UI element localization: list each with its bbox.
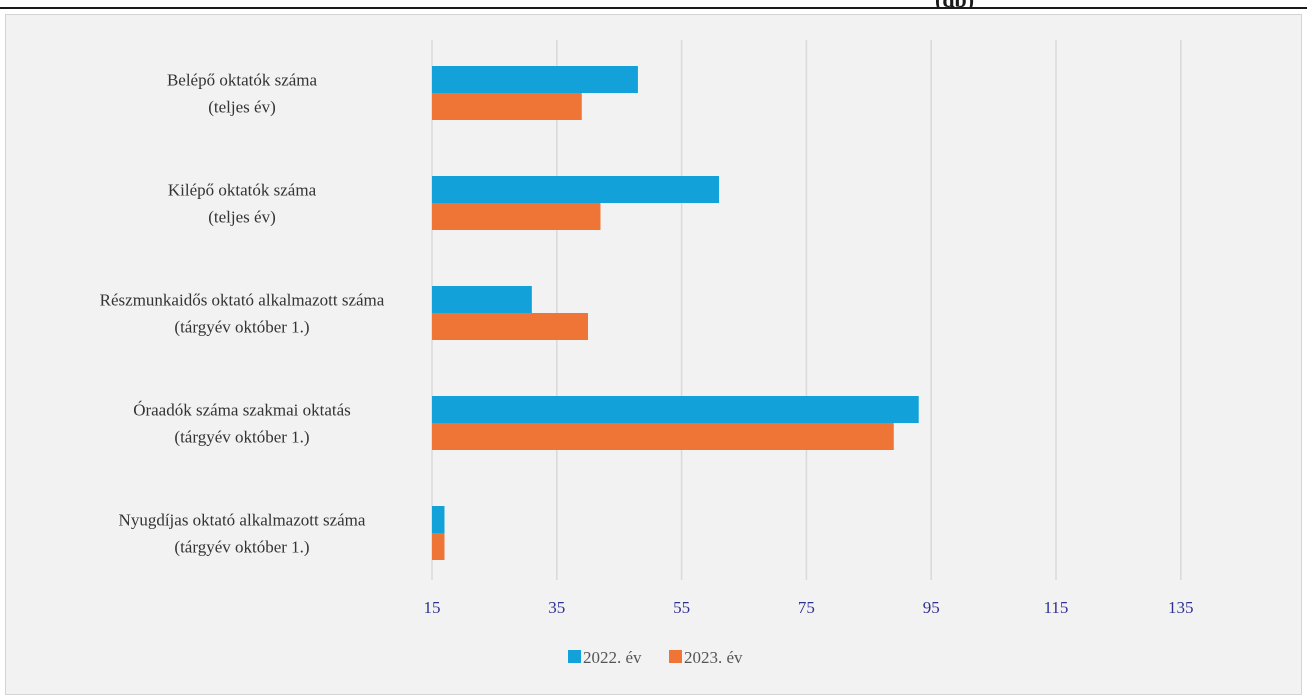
category-label: Kilépő oktatók száma xyxy=(168,181,317,200)
clipped-header-text: (db) xyxy=(935,0,995,7)
bar xyxy=(432,506,445,533)
x-tick-label: 55 xyxy=(673,598,690,617)
legend-swatch xyxy=(669,650,682,663)
bar xyxy=(432,203,601,230)
category-label: Belépő oktatók száma xyxy=(167,71,318,90)
bar xyxy=(432,176,720,203)
bars xyxy=(432,66,919,560)
x-tick-label: 35 xyxy=(548,598,565,617)
x-tick-label: 95 xyxy=(923,598,940,617)
chart-frame: Belépő oktatók száma (teljes év) Kilépő ok… xyxy=(5,14,1302,695)
category-label: (tárgyév október 1.) xyxy=(174,428,309,447)
category-label: (tárgyév október 1.) xyxy=(174,538,309,557)
legend-label: 2023. év xyxy=(684,648,743,667)
category-label: (teljes év) xyxy=(208,208,276,227)
x-tick-label: 15 xyxy=(424,598,441,617)
legend-label: 2022. év xyxy=(583,648,642,667)
x-tick-label: 135 xyxy=(1168,598,1194,617)
category-label: Nyugdíjas oktató alkalmazott száma xyxy=(119,511,366,530)
legend: 2022. év 2023. év xyxy=(568,648,743,667)
bar xyxy=(432,533,445,560)
bar xyxy=(432,286,532,313)
bar xyxy=(432,93,582,120)
category-labels: Belépő oktatók száma (teljes év) Kilépő ok… xyxy=(100,71,385,557)
category-label: (tárgyév október 1.) xyxy=(174,318,309,337)
category-label: Óraadók száma szakmai oktatás xyxy=(133,401,351,420)
bar xyxy=(432,66,638,93)
bar xyxy=(432,396,919,423)
legend-swatch xyxy=(568,650,581,663)
x-tick-label: 115 xyxy=(1044,598,1069,617)
header-rule xyxy=(0,7,1307,9)
x-axis-ticks: 15 35 55 75 95 115 135 xyxy=(424,598,1194,617)
bar-chart: Belépő oktatók száma (teljes év) Kilépő ok… xyxy=(100,40,1194,667)
x-tick-label: 75 xyxy=(798,598,815,617)
category-label: Részmunkaidős oktató alkalmazott száma xyxy=(100,291,385,310)
bar xyxy=(432,423,894,450)
bar xyxy=(432,313,588,340)
gridlines xyxy=(431,40,1182,580)
category-label: (teljes év) xyxy=(208,98,276,117)
